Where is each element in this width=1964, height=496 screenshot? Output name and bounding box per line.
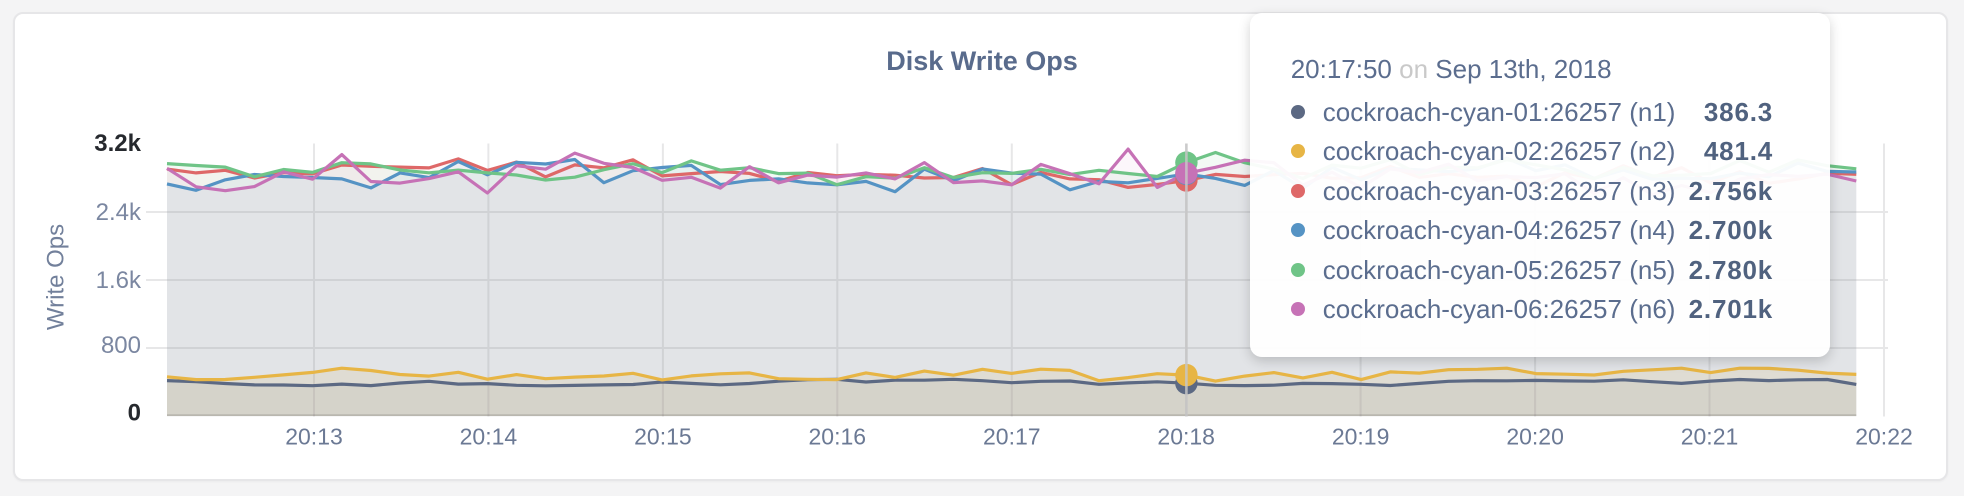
svg-text:20:15: 20:15 xyxy=(634,424,692,450)
svg-text:20:17: 20:17 xyxy=(983,424,1041,450)
svg-text:20:13: 20:13 xyxy=(285,424,343,450)
svg-text:800: 800 xyxy=(101,332,141,359)
svg-text:20:14: 20:14 xyxy=(460,424,518,450)
svg-text:20:16: 20:16 xyxy=(809,424,867,450)
svg-text:20:18: 20:18 xyxy=(1157,424,1215,450)
svg-text:3.2k: 3.2k xyxy=(94,130,141,157)
svg-text:20:19: 20:19 xyxy=(1332,424,1390,450)
svg-text:0: 0 xyxy=(128,400,141,427)
svg-text:Write Ops: Write Ops xyxy=(43,224,70,330)
svg-text:20:21: 20:21 xyxy=(1681,424,1739,450)
svg-text:20:20: 20:20 xyxy=(1506,424,1564,450)
svg-text:1.6k: 1.6k xyxy=(96,267,142,294)
svg-text:20:22: 20:22 xyxy=(1855,424,1913,450)
svg-text:2.4k: 2.4k xyxy=(96,199,142,226)
